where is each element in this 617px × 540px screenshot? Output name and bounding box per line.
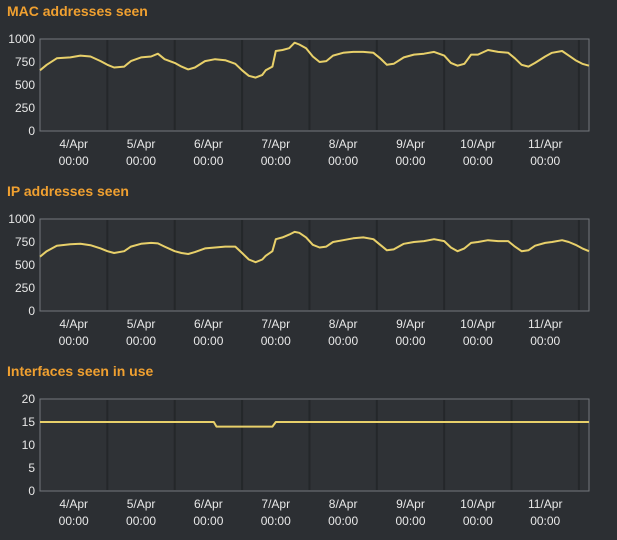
- interfaces-chart: 0 5 10 15 20 4/Apr 00:00 5/Apr 00:00 6/Apr 00:00 7/…: [22, 392, 590, 528]
- x-tick-label: 00:00: [328, 154, 358, 168]
- y-tick-label: 15: [22, 415, 36, 429]
- x-tick-label: 5/Apr: [127, 137, 156, 151]
- x-tick-label: 11/Apr: [528, 317, 562, 331]
- x-tick-label: 00:00: [395, 514, 425, 528]
- x-tick-label: 00:00: [59, 334, 89, 348]
- x-tick-label: 00:00: [261, 334, 291, 348]
- x-tick-label: 00:00: [126, 514, 156, 528]
- y-tick-label: 0: [28, 124, 35, 138]
- series-line: [39, 230, 590, 264]
- x-tick-label: 8/Apr: [329, 137, 358, 151]
- x-tick-label: 00:00: [328, 514, 358, 528]
- interfaces-chart-title: Interfaces seen in use: [7, 363, 154, 379]
- x-tick-label: 00:00: [395, 334, 425, 348]
- plot-area: [39, 218, 590, 312]
- y-tick-label: 1000: [8, 32, 35, 46]
- x-tick-label: 00:00: [261, 514, 291, 528]
- y-tick-label: 500: [15, 78, 35, 92]
- x-tick-label: 11/Apr: [528, 497, 562, 511]
- x-tick-label: 4/Apr: [59, 497, 88, 511]
- x-tick-label: 4/Apr: [59, 317, 88, 331]
- x-tick-label: 00:00: [530, 514, 560, 528]
- ip-panel: IP addresses seen 0 250 500 750 1000 4/Apr 00:…: [0, 183, 617, 353]
- y-tick-label: 0: [28, 304, 35, 318]
- x-tick-label: 00:00: [59, 154, 89, 168]
- y-tick-label: 20: [22, 392, 36, 406]
- plot-area: [39, 38, 590, 132]
- y-tick-label: 250: [15, 281, 35, 295]
- x-tick-label: 7/Apr: [261, 137, 290, 151]
- x-tick-label: 5/Apr: [127, 317, 156, 331]
- x-tick-label: 6/Apr: [194, 317, 223, 331]
- x-tick-label: 00:00: [395, 154, 425, 168]
- x-tick-label: 00:00: [193, 154, 223, 168]
- x-tick-label: 00:00: [193, 514, 223, 528]
- y-tick-label: 0: [28, 484, 35, 498]
- mac-panel: MAC addresses seen 0 250 500 750 1000 4/Apr 00…: [0, 3, 617, 173]
- y-tick-label: 750: [15, 235, 35, 249]
- x-tick-label: 00:00: [530, 334, 560, 348]
- x-tick-label: 10/Apr: [460, 137, 495, 151]
- x-tick-label: 9/Apr: [396, 317, 425, 331]
- x-tick-label: 5/Apr: [127, 497, 156, 511]
- plot-area: [39, 398, 590, 492]
- x-tick-label: 7/Apr: [261, 317, 290, 331]
- y-tick-label: 750: [15, 55, 35, 69]
- y-tick-label: 250: [15, 101, 35, 115]
- x-tick-label: 00:00: [193, 334, 223, 348]
- x-tick-label: 6/Apr: [194, 497, 223, 511]
- x-tick-label: 4/Apr: [59, 137, 88, 151]
- x-tick-label: 9/Apr: [396, 497, 425, 511]
- x-tick-label: 9/Apr: [396, 137, 425, 151]
- x-tick-label: 00:00: [126, 154, 156, 168]
- mac-chart: 0 250 500 750 1000 4/Apr 00:00 5/Apr 00:00 6/Apr 0…: [8, 32, 590, 168]
- x-tick-label: 10/Apr: [460, 317, 495, 331]
- y-tick-label: 5: [28, 461, 35, 475]
- x-tick-label: 00:00: [126, 334, 156, 348]
- x-tick-label: 00:00: [328, 334, 358, 348]
- x-tick-label: 00:00: [463, 154, 493, 168]
- x-tick-label: 7/Apr: [261, 497, 290, 511]
- ip-chart-title: IP addresses seen: [7, 183, 129, 199]
- ip-chart: 0 250 500 750 1000 4/Apr 00:00 5/Apr 00:00 6/Apr 0…: [8, 212, 590, 348]
- x-tick-label: 00:00: [530, 154, 560, 168]
- y-tick-label: 10: [22, 438, 36, 452]
- series-line: [40, 421, 589, 428]
- y-tick-label: 1000: [8, 212, 35, 226]
- x-tick-label: 00:00: [59, 514, 89, 528]
- x-tick-label: 00:00: [463, 514, 493, 528]
- x-tick-label: 00:00: [463, 334, 493, 348]
- x-tick-label: 10/Apr: [460, 497, 495, 511]
- series-line: [39, 41, 590, 79]
- x-tick-label: 8/Apr: [329, 317, 358, 331]
- y-tick-label: 500: [15, 258, 35, 272]
- mac-chart-title: MAC addresses seen: [7, 3, 148, 19]
- x-tick-label: 8/Apr: [329, 497, 358, 511]
- x-tick-label: 00:00: [261, 154, 291, 168]
- x-tick-label: 11/Apr: [528, 137, 562, 151]
- x-tick-label: 6/Apr: [194, 137, 223, 151]
- interfaces-panel: Interfaces seen in use 0 5 10 15 20 4/Apr 00:0…: [0, 363, 617, 533]
